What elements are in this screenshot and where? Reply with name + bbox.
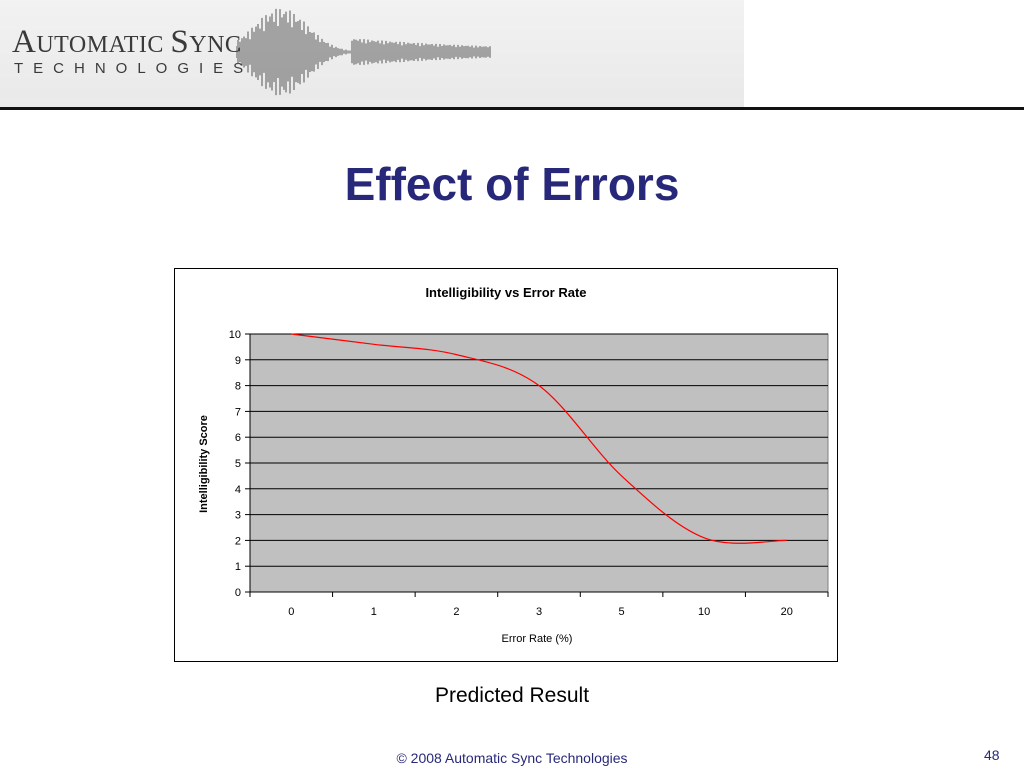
page-number: 48 (984, 747, 1000, 763)
y-tick-label: 3 (235, 510, 241, 522)
x-tick-label: 2 (453, 606, 459, 618)
y-tick-label: 5 (235, 458, 241, 470)
y-tick-label: 7 (235, 406, 241, 418)
x-tick-label: 20 (781, 606, 793, 618)
chart-caption: Predicted Result (434, 684, 590, 707)
y-tick-label: 9 (235, 355, 241, 367)
logo-band: AUTOMATIC SYNC TECHNOLOGIES (0, 0, 744, 107)
chart-svg: Intelligibility vs Error Rate Intelligib… (198, 285, 829, 645)
x-tick-label: 1 (371, 606, 377, 618)
x-tick-label: 3 (536, 606, 542, 618)
slide-title: Effect of Errors (344, 158, 680, 210)
x-tick-label: 5 (619, 606, 625, 618)
y-tick-label: 4 (235, 484, 241, 496)
series-line (291, 333, 787, 544)
y-tick-label: 10 (229, 329, 241, 341)
chart-title: Intelligibility vs Error Rate (425, 285, 586, 300)
y-tick-label: 8 (235, 381, 241, 393)
x-tick-label: 0 (288, 606, 294, 618)
y-axis-label: Intelligibility Score (198, 415, 210, 513)
x-axis-label: Error Rate (%) (502, 633, 573, 645)
y-tick-label: 2 (235, 535, 241, 547)
waveform-logo-icon (236, 8, 491, 96)
y-tick-label: 6 (235, 432, 241, 444)
chart-area: Intelligibility vs Error Rate Intelligib… (174, 268, 838, 662)
x-tick-label: 10 (698, 606, 710, 618)
y-tick-label: 0 (235, 587, 241, 599)
header-rule (0, 107, 1024, 110)
y-tick-label: 1 (235, 561, 241, 573)
footer-copyright: © 2008 Automatic Sync Technologies (396, 750, 628, 766)
logo-wordmark: AUTOMATIC SYNC (12, 24, 242, 60)
logo-subtitle: TECHNOLOGIES (14, 60, 254, 77)
